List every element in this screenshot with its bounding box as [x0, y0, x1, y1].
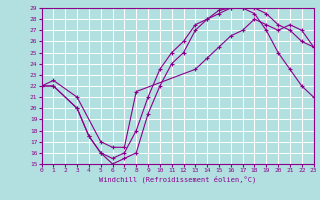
X-axis label: Windchill (Refroidissement éolien,°C): Windchill (Refroidissement éolien,°C) — [99, 176, 256, 183]
